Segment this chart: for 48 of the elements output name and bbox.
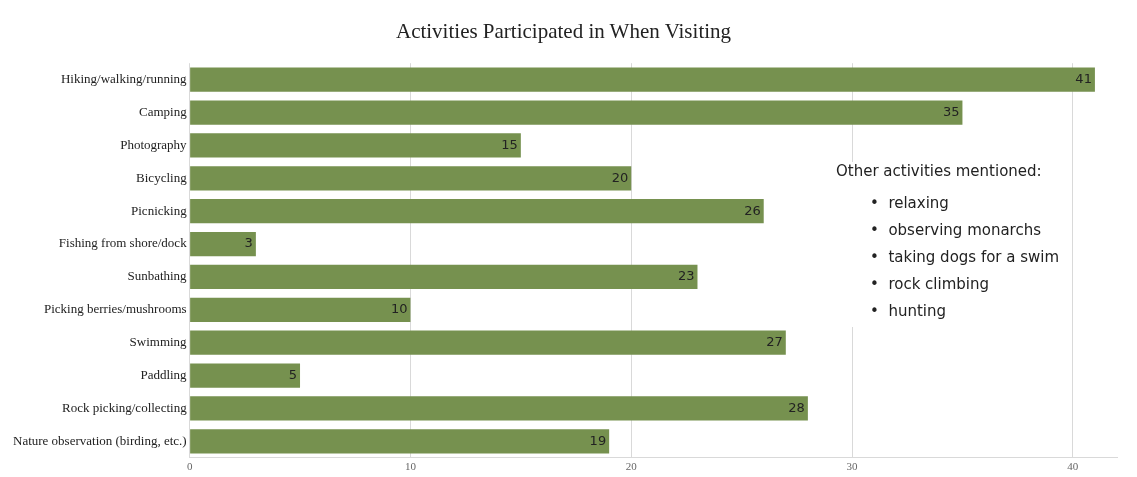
y-tick-label: Rock picking/collecting: [62, 399, 188, 415]
data-label: 15: [501, 136, 518, 152]
data-label: 5: [288, 366, 298, 382]
bar: [190, 166, 632, 191]
data-label: 35: [942, 103, 960, 119]
annotation: • taking dogs for a swim: [870, 247, 1060, 268]
bar: [190, 330, 786, 355]
bar: [190, 100, 963, 125]
y-tick-label: Picking berries/mushrooms: [43, 301, 187, 317]
data-label: 19: [589, 432, 607, 448]
y-tick-label: Camping: [138, 103, 188, 119]
y-tick-label: Paddling: [140, 367, 188, 383]
x-tick-label: 30: [846, 460, 859, 473]
data-label: 23: [677, 268, 695, 284]
data-label: 3: [244, 235, 253, 251]
bar: [190, 264, 698, 290]
bar: [190, 363, 301, 388]
y-tick-label: Sunbathing: [127, 268, 188, 284]
y-tick-label: Swimming: [129, 334, 188, 350]
annotation: • rock climbing: [870, 274, 990, 295]
bar: [190, 429, 610, 454]
bar: [190, 67, 1095, 92]
y-tick-label: Photography: [120, 136, 188, 152]
x-tick-label: 40: [1067, 460, 1079, 473]
y-tick-label: Bicycling: [136, 169, 188, 185]
x-tick-label: 0: [186, 460, 193, 473]
y-tick-label: Hiking/walking/running: [60, 71, 188, 87]
bar: [190, 396, 808, 421]
y-tick-label: Nature observation (birding, etc.): [12, 432, 187, 448]
x-tick-label: 10: [404, 460, 417, 473]
data-label: 26: [744, 202, 761, 218]
chart-title: Activities Participated in When Visiting: [395, 19, 732, 44]
y-tick-label: Fishing from shore/dock: [58, 235, 188, 251]
bar: [190, 297, 411, 322]
y-tick-label: Picnicking: [131, 202, 188, 218]
annotation: • observing monarchs: [870, 220, 1043, 241]
data-label: 27: [766, 334, 783, 350]
bar: [190, 231, 256, 257]
annotation: • hunting: [870, 301, 947, 322]
annotation: • relaxing: [870, 193, 950, 214]
data-label: 28: [788, 399, 805, 415]
bar: [190, 199, 764, 224]
data-label: 10: [390, 301, 408, 317]
data-label: 41: [1075, 71, 1092, 87]
data-label: 20: [611, 169, 629, 185]
bar: [190, 133, 521, 158]
annotation: Other activities mentioned:: [836, 162, 1043, 180]
x-tick-label: 20: [625, 460, 638, 473]
